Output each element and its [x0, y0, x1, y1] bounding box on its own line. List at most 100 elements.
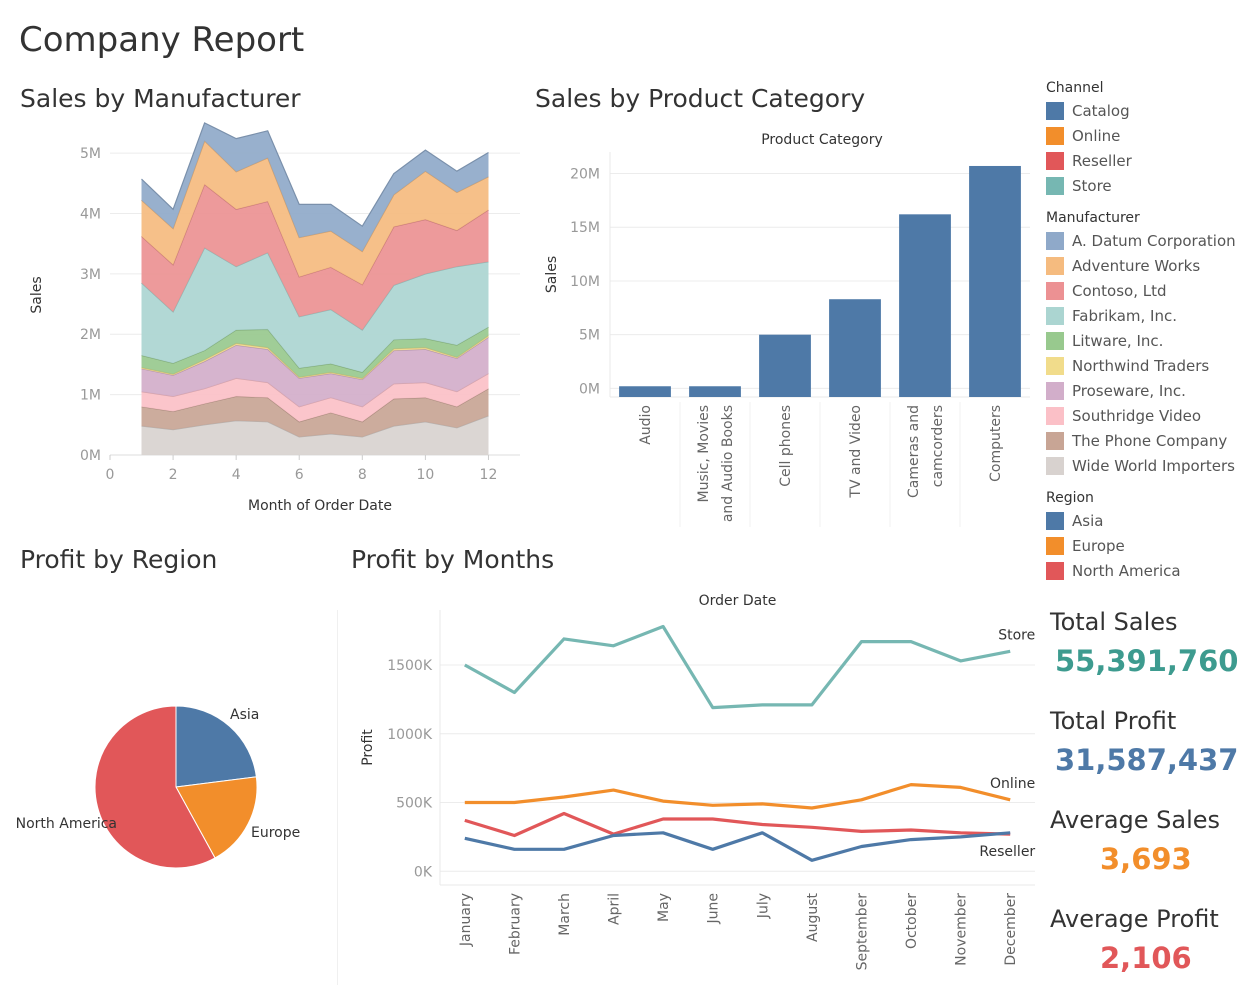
legend-item-contoso-ltd[interactable]: Contoso, Ltd [1046, 278, 1246, 303]
legend-item-the-phone-company[interactable]: The Phone Company [1046, 428, 1246, 453]
line-online [464, 783, 1011, 810]
legend-item-litware-inc[interactable]: Litware, Inc. [1046, 328, 1246, 353]
kpi-total-sales: Total Sales 55,391,760 [1050, 608, 1245, 707]
legend-item-online[interactable]: Online [1046, 123, 1246, 148]
y-tick-label: 500K [396, 796, 433, 812]
line-reseller [464, 811, 1011, 838]
x-tick-label: September [854, 893, 870, 971]
x-tick-label: 8 [358, 467, 367, 483]
line-catalog [464, 831, 1011, 862]
legend-item-a-datum-corporation[interactable]: A. Datum Corporation [1046, 228, 1246, 253]
legend-item-north-america[interactable]: North America [1046, 558, 1246, 583]
x-tick-label: 6 [295, 467, 304, 483]
legend-item-reseller[interactable]: Reseller [1046, 148, 1246, 173]
legend-label: A. Datum Corporation [1072, 231, 1236, 250]
kpi-label: Average Profit [1050, 905, 1219, 933]
legend-swatch [1046, 381, 1064, 400]
y-tick-label: 4M [80, 206, 101, 222]
legend-swatch [1046, 511, 1064, 530]
x-tick-label: 0 [106, 467, 115, 483]
legend-label: Catalog [1072, 101, 1130, 120]
kpi-value: 55,391,760 [1055, 644, 1239, 678]
x-tick-label: August [805, 892, 821, 942]
legend-swatch [1046, 281, 1064, 300]
legend-label: Asia [1072, 511, 1104, 530]
x-tick-label: camcorders [930, 405, 946, 487]
legend-title: Region [1046, 490, 1094, 506]
legend-swatch [1046, 306, 1064, 325]
kpi-label: Total Sales [1050, 608, 1178, 636]
legend-panel: Channel Catalog Online Reseller Store Manufac… [1046, 78, 1246, 593]
legend-swatch [1046, 126, 1064, 145]
x-tick-label: Cell phones [778, 405, 794, 487]
x-tick-label: Music, Movies [696, 405, 712, 502]
legend-item-asia[interactable]: Asia [1046, 508, 1246, 533]
y-tick-label: 20M [570, 166, 600, 182]
kpi-panel: Total Sales 55,391,760 Total Profit 31,587,… [1050, 608, 1245, 1004]
area-proseware-inc [141, 337, 489, 407]
sales-by-product-category-chart: Product Category 0M 5M 10M 15M 20M Sales Audio M… [544, 132, 1030, 527]
bar-cameras-and-camcorders [899, 214, 951, 397]
x-tick-label: Computers [988, 405, 1004, 482]
legend-item-store[interactable]: Store [1046, 173, 1246, 198]
pie-slice-north-america [94, 705, 216, 869]
legend-item-southridge-video[interactable]: Southridge Video [1046, 403, 1246, 428]
x-tick-label: Cameras and [906, 405, 922, 498]
sales-by-product-category-title: Sales by Product Category [535, 84, 866, 113]
divider [337, 610, 338, 985]
legend-item-proseware-inc[interactable]: Proseware, Inc. [1046, 378, 1246, 403]
x-axis-label: Month of Order Date [248, 498, 392, 514]
legend-swatch [1046, 151, 1064, 170]
profit-by-region-title: Profit by Region [20, 545, 218, 574]
legend-label: Litware, Inc. [1072, 331, 1164, 350]
area-the-phone-company [141, 388, 489, 437]
legend-label: Adventure Works [1072, 256, 1201, 275]
kpi-average-sales: Average Sales 3,693 [1050, 806, 1245, 905]
line-store [464, 624, 1011, 710]
pie-label-asia: Asia [230, 707, 259, 723]
legend-swatch [1046, 176, 1064, 195]
legend-swatch [1046, 536, 1064, 555]
y-tick-label: 1M [80, 388, 101, 404]
legend-label: Fabrikam, Inc. [1072, 306, 1178, 325]
legend-item-europe[interactable]: Europe [1046, 533, 1246, 558]
area-a-datum-corporation [141, 122, 489, 252]
legend-item-northwind-traders[interactable]: Northwind Traders [1046, 353, 1246, 378]
bar-audio [619, 386, 671, 397]
legend-label: North America [1072, 561, 1181, 580]
line-label-reseller: Reseller [979, 844, 1035, 860]
y-axis-label: Sales [29, 276, 45, 313]
bar-music-movies-and-audio-books [689, 386, 741, 397]
x-tick-label: Audio [638, 405, 654, 445]
x-tick-label: June [706, 893, 722, 925]
bar-tv-and-video [829, 299, 881, 397]
legend-item-wide-world-importers[interactable]: Wide World Importers [1046, 453, 1246, 478]
kpi-average-profit: Average Profit 2,106 [1050, 905, 1245, 1004]
x-tick-label: December [1003, 893, 1019, 966]
y-tick-label: 1000K [387, 727, 433, 743]
legend-swatch [1046, 406, 1064, 425]
area-adventure-works [141, 141, 489, 285]
kpi-total-profit: Total Profit 31,587,437 [1050, 707, 1245, 806]
legend-item-adventure-works[interactable]: Adventure Works [1046, 253, 1246, 278]
legend-swatch [1046, 331, 1064, 350]
legend-label: Proseware, Inc. [1072, 381, 1186, 400]
legend-item-fabrikam-inc[interactable]: Fabrikam, Inc. [1046, 303, 1246, 328]
x-tick-label: 12 [480, 467, 498, 483]
y-tick-label: 1500K [387, 658, 433, 674]
kpi-label: Average Sales [1050, 806, 1221, 834]
pie-label-europe: Europe [251, 825, 300, 841]
profit-by-months-title: Profit by Months [351, 545, 555, 574]
x-tick-label: TV and Video [848, 405, 864, 499]
chart-title: Order Date [699, 593, 777, 609]
area-line-litware-inc [141, 326, 489, 373]
x-tick-label: November [954, 893, 970, 966]
legend-label: Reseller [1072, 151, 1132, 170]
y-axis-label: Sales [544, 256, 560, 293]
area-southridge-video [141, 373, 489, 422]
bar-computers [969, 165, 1021, 397]
pie-slice-europe [175, 776, 258, 859]
legend-label: Europe [1072, 536, 1125, 555]
legend-item-catalog[interactable]: Catalog [1046, 98, 1246, 123]
y-tick-label: 5M [80, 146, 101, 162]
